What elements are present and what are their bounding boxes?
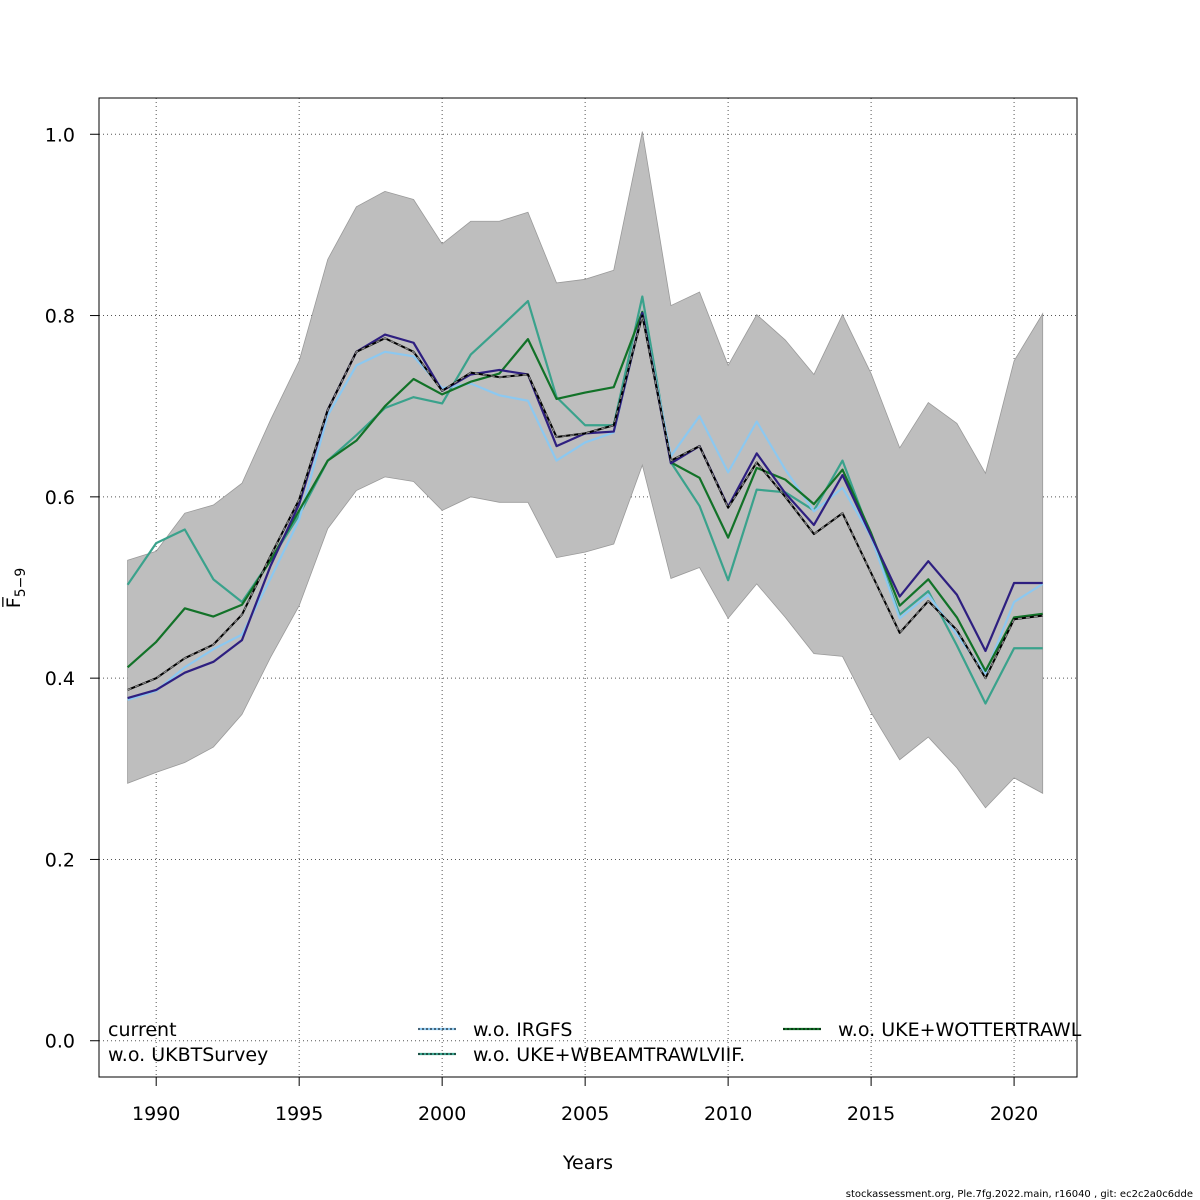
x-tick-label-2000: 2000 <box>418 1103 466 1125</box>
series-line-w-o-irgfs <box>127 310 1044 701</box>
plot-frame <box>98 97 1078 1078</box>
y-tick-label-0.4: 0.4 <box>45 668 75 690</box>
x-tick-label-2010: 2010 <box>704 1103 752 1125</box>
series-lines <box>126 295 1044 705</box>
confidence-band-area <box>127 131 1044 809</box>
x-axis-title: Years <box>562 1152 613 1174</box>
y-axis-title-main: F̅ <box>1 596 25 608</box>
x-tick-label-1990: 1990 <box>132 1103 180 1125</box>
legend: current w.o. UKBTSurvey w.o. IRGFS w.o. UKE… <box>108 1019 1082 1066</box>
footer-credit: stockassessment.org, Ple.7fg.2022.main, … <box>846 1189 1193 1200</box>
x-tick-label-2020: 2020 <box>990 1103 1038 1125</box>
legend-label-w-o-ukbtsurvey: w.o. UKBTSurvey <box>108 1044 268 1066</box>
x-axis: 1990 1995 2000 2005 2010 2015 2020 <box>132 1077 1038 1125</box>
y-tick-label-0.8: 0.8 <box>45 306 75 328</box>
x-tick-label-2005: 2005 <box>561 1103 609 1125</box>
legend-label-current: current <box>108 1019 177 1041</box>
series-line-current-dashed-overlay <box>127 315 1043 691</box>
y-tick-label-0.2: 0.2 <box>45 849 75 871</box>
x-tick-label-2015: 2015 <box>847 1103 895 1125</box>
legend-label-w-o-irgfs: w.o. IRGFS <box>473 1019 572 1041</box>
y-axis-title: F̅5−9 <box>1 568 29 608</box>
y-tick-label-1.0: 1.0 <box>45 124 75 146</box>
y-axis: 0.0 0.2 0.4 0.6 0.8 1.0 <box>45 124 99 1053</box>
confidence-band <box>127 131 1044 809</box>
x-tick-label-1995: 1995 <box>275 1103 323 1125</box>
legend-label-w-o-uke-wottertrawl: w.o. UKE+WOTTERTRAWL <box>838 1019 1082 1041</box>
y-tick-label-0.6: 0.6 <box>45 487 75 509</box>
legend-label-w-o-uke-wbeamtrawlviif: w.o. UKE+WBEAMTRAWLVIIF. <box>473 1044 745 1066</box>
y-tick-label-0.0: 0.0 <box>45 1031 75 1053</box>
y-axis-title-subscript: 5−9 <box>13 568 29 598</box>
